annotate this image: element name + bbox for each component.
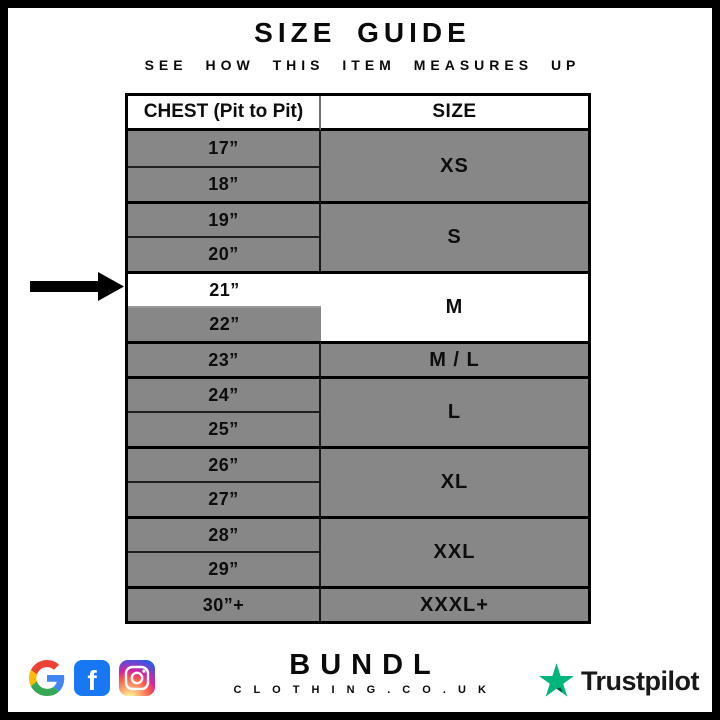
chest-cell-19: 19” — [128, 201, 321, 236]
size-cell-xxl: XXL — [321, 516, 588, 586]
chest-cell-27: 27” — [128, 481, 321, 516]
instagram-camera-glyph — [124, 665, 150, 691]
chest-cell-28: 28” — [128, 516, 321, 551]
page-subtitle: SEE HOW THIS ITEM MEASURES UP — [144, 57, 581, 73]
size-cell-l: L — [321, 376, 588, 446]
facebook-icon[interactable]: f — [74, 660, 110, 696]
chest-cell-22: 22” — [128, 306, 321, 341]
size-column-header: SIZE — [321, 96, 588, 131]
trustpilot-badge[interactable]: Trustpilot — [539, 663, 700, 697]
chest-cell-20: 20” — [128, 236, 321, 271]
size-cell-m-highlighted: M — [321, 271, 588, 341]
facebook-letter: f — [87, 665, 97, 696]
size-cell-xs: XS — [321, 131, 588, 201]
brand-name: BUNDL — [289, 649, 441, 681]
trustpilot-label: Trustpilot — [581, 666, 700, 696]
trustpilot-star-icon — [539, 663, 574, 697]
size-cell-xxxl: XXXL+ — [321, 586, 588, 621]
google-icon[interactable] — [29, 660, 65, 696]
chest-cell-26: 26” — [128, 446, 321, 481]
chest-cell-23: 23” — [128, 341, 321, 376]
instagram-icon[interactable] — [119, 660, 155, 696]
chest-cell-25: 25” — [128, 411, 321, 446]
size-table: CHEST (Pit to Pit) SIZE 17” 18” 19” 20” … — [125, 93, 591, 624]
size-cell-s: S — [321, 201, 588, 271]
chest-cell-30plus: 30”+ — [128, 586, 321, 621]
size-cell-m-l: M / L — [321, 341, 588, 376]
size-cell-xl: XL — [321, 446, 588, 516]
chest-cell-18: 18” — [128, 166, 321, 201]
social-icons: f — [29, 660, 155, 696]
selected-row-arrow-icon — [30, 272, 124, 301]
chest-cell-17: 17” — [128, 131, 321, 166]
chest-cell-29: 29” — [128, 551, 321, 586]
chest-cell-21-highlighted: 21” — [128, 271, 321, 306]
brand-logo: BUNDL C L O T H I N G . C O . U K — [8, 649, 712, 696]
brand-domain: C L O T H I N G . C O . U K — [233, 684, 491, 696]
chest-column-header: CHEST (Pit to Pit) — [128, 96, 321, 131]
page-title: SIZE GUIDE — [254, 17, 471, 48]
chest-cell-24: 24” — [128, 376, 321, 411]
